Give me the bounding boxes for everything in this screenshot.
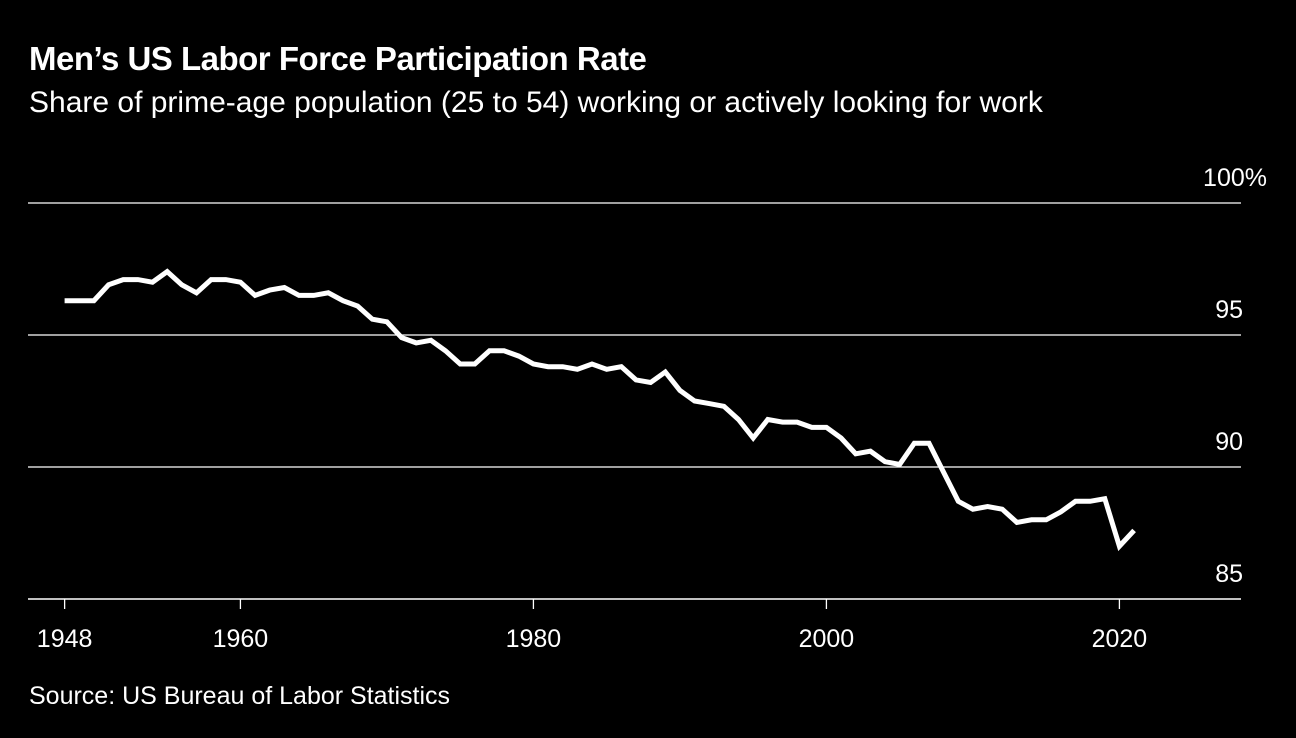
gridlines (28, 202, 1241, 600)
y-axis-ticks: 100% 95 90 85 (1203, 164, 1267, 588)
series-line-0 (64, 268, 1136, 552)
chart-subtitle: Share of prime-age population (25 to 54)… (29, 86, 1043, 119)
y-tick-label-95: 95 (1215, 296, 1243, 324)
y-tick-label-100: 100% (1203, 164, 1267, 192)
x-tick-label-1960: 1960 (213, 625, 269, 653)
series-layer (64, 268, 1136, 552)
x-tick-label-2020: 2020 (1092, 625, 1148, 653)
x-tick-label-1980: 1980 (506, 625, 562, 653)
x-tick-label-1948: 1948 (37, 625, 93, 653)
source-note: Source: US Bureau of Labor Statistics (29, 682, 451, 710)
y-tick-label-85: 85 (1215, 560, 1243, 588)
x-tick-label-2000: 2000 (799, 625, 855, 653)
chart-title: Men’s US Labor Force Participation Rate (29, 40, 647, 77)
x-axis-ticks: 1948 1960 1980 2000 2020 (37, 599, 1147, 653)
y-tick-label-90: 90 (1215, 428, 1243, 456)
